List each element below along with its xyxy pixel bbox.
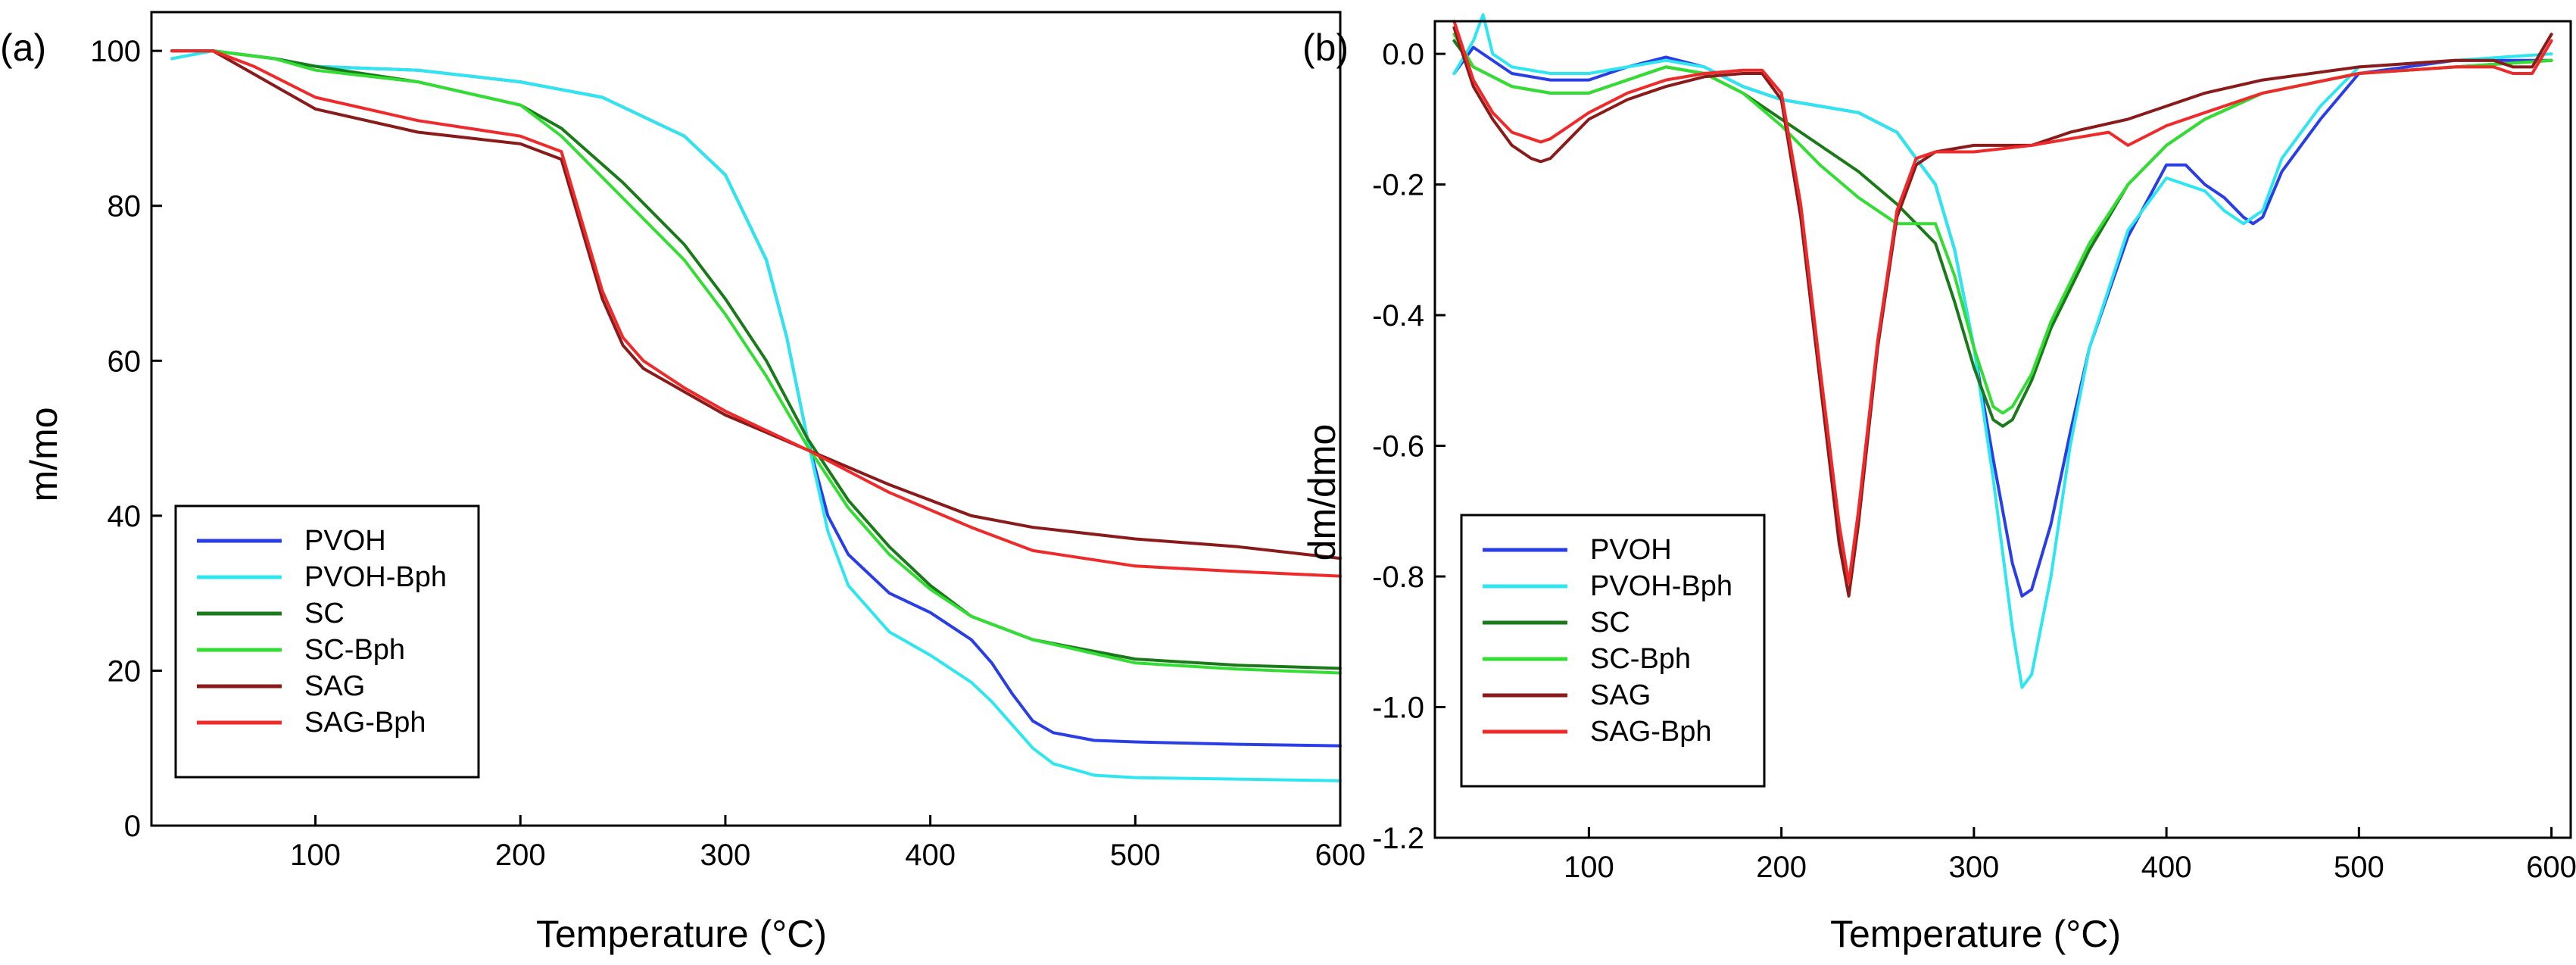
- series-line-b-sag: [1452, 26, 2553, 598]
- y-tick-label-b-4: -0.8: [1372, 561, 1424, 594]
- y-axis-title-a: m/mo: [23, 408, 65, 502]
- y-tick-label-b-6: -1.2: [1372, 822, 1424, 855]
- series-line-b-sag-bph: [1452, 20, 2553, 585]
- x-tick-label-a-400: 400: [905, 839, 956, 872]
- y-tick-label-a-0: 0: [124, 810, 141, 843]
- legend-label-b-sc-bph: SC-Bph: [1590, 643, 1691, 675]
- y-tick-label-a-3: 60: [108, 345, 142, 378]
- chart-panel-a: (a) m/mo Temperature (°C) PVOH PVOH-Bph SC…: [0, 11, 1366, 955]
- series-line-b-pvoh-bph: [1452, 13, 2553, 689]
- legend-b: PVOH PVOH-Bph SC SC-Bph SAG SAG-Bph: [1460, 514, 1766, 788]
- legend-label-b-sag-bph: SAG-Bph: [1590, 716, 1712, 748]
- y-tick-label-b-2: -0.4: [1372, 299, 1424, 333]
- legend-a: PVOH PVOH-Bph SC SC-Bph SAG SAG-Bph: [174, 504, 480, 779]
- x-tick-label-b-300: 300: [1948, 851, 1999, 884]
- legend-label-a-pvoh-bph: PVOH-Bph: [304, 561, 447, 593]
- y-tick-label-a-5: 100: [90, 35, 141, 68]
- series-line-a-sag-bph: [170, 49, 1342, 578]
- chart-panel-b: (b) dm/dmo Temperature (°C) PVOH PVOH-Bph…: [1301, 13, 2576, 955]
- x-tick-label-b-500: 500: [2334, 851, 2384, 884]
- legend-box-a: [174, 504, 480, 779]
- x-tick-label-a-300: 300: [700, 839, 751, 872]
- legend-label-a-sag: SAG: [304, 670, 365, 702]
- series-line-a-sag: [170, 49, 1342, 561]
- x-tick-label-a-500: 500: [1110, 839, 1161, 872]
- legend-box-b: [1460, 514, 1766, 788]
- x-tick-label-b-600: 600: [2526, 851, 2576, 884]
- y-tick-label-b-1: -0.2: [1372, 169, 1424, 202]
- series-line-b-pvoh: [1452, 45, 2553, 598]
- series-line-b-sc-bph: [1452, 33, 2553, 415]
- legend-label-b-pvoh-bph: PVOH-Bph: [1590, 570, 1732, 602]
- legend-label-a-sc-bph: SC-Bph: [304, 634, 405, 666]
- legend-label-b-sag: SAG: [1590, 679, 1651, 711]
- y-tick-label-a-1: 20: [108, 654, 142, 688]
- legend-label-a-pvoh: PVOH: [304, 525, 386, 557]
- series-line-a-pvoh-bph: [170, 49, 1342, 782]
- legend-label-b-pvoh: PVOH: [1590, 534, 1672, 566]
- x-tick-label-b-100: 100: [1564, 851, 1614, 884]
- x-axis-title-a: Temperature (°C): [536, 913, 827, 955]
- series-line-a-sc-bph: [170, 49, 1342, 675]
- y-axis-title-b: dm/dmo: [1301, 424, 1343, 561]
- x-tick-label-a-200: 200: [495, 839, 546, 872]
- x-tick-label-a-600: 600: [1315, 839, 1366, 872]
- y-tick-label-b-3: -0.6: [1372, 430, 1424, 464]
- panel-label-a: (a): [0, 27, 46, 69]
- x-tick-label-b-200: 200: [1756, 851, 1807, 884]
- legend-label-a-sag-bph: SAG-Bph: [304, 707, 426, 739]
- x-axis-title-b: Temperature (°C): [1830, 913, 2121, 955]
- plot-frame-b: [1433, 20, 2572, 839]
- x-tick-label-b-400: 400: [2141, 851, 2192, 884]
- x-tick-label-a-100: 100: [290, 839, 341, 872]
- y-tick-label-a-4: 80: [108, 190, 142, 223]
- y-tick-label-b-0: 0.0: [1382, 38, 1424, 71]
- plot-frame-a: [150, 11, 1342, 827]
- y-tick-label-a-2: 40: [108, 500, 142, 533]
- legend-label-b-sc: SC: [1590, 607, 1630, 639]
- legend-label-a-sc: SC: [304, 598, 345, 629]
- panel-label-b: (b): [1302, 27, 1349, 69]
- y-tick-label-b-5: -1.0: [1372, 692, 1424, 725]
